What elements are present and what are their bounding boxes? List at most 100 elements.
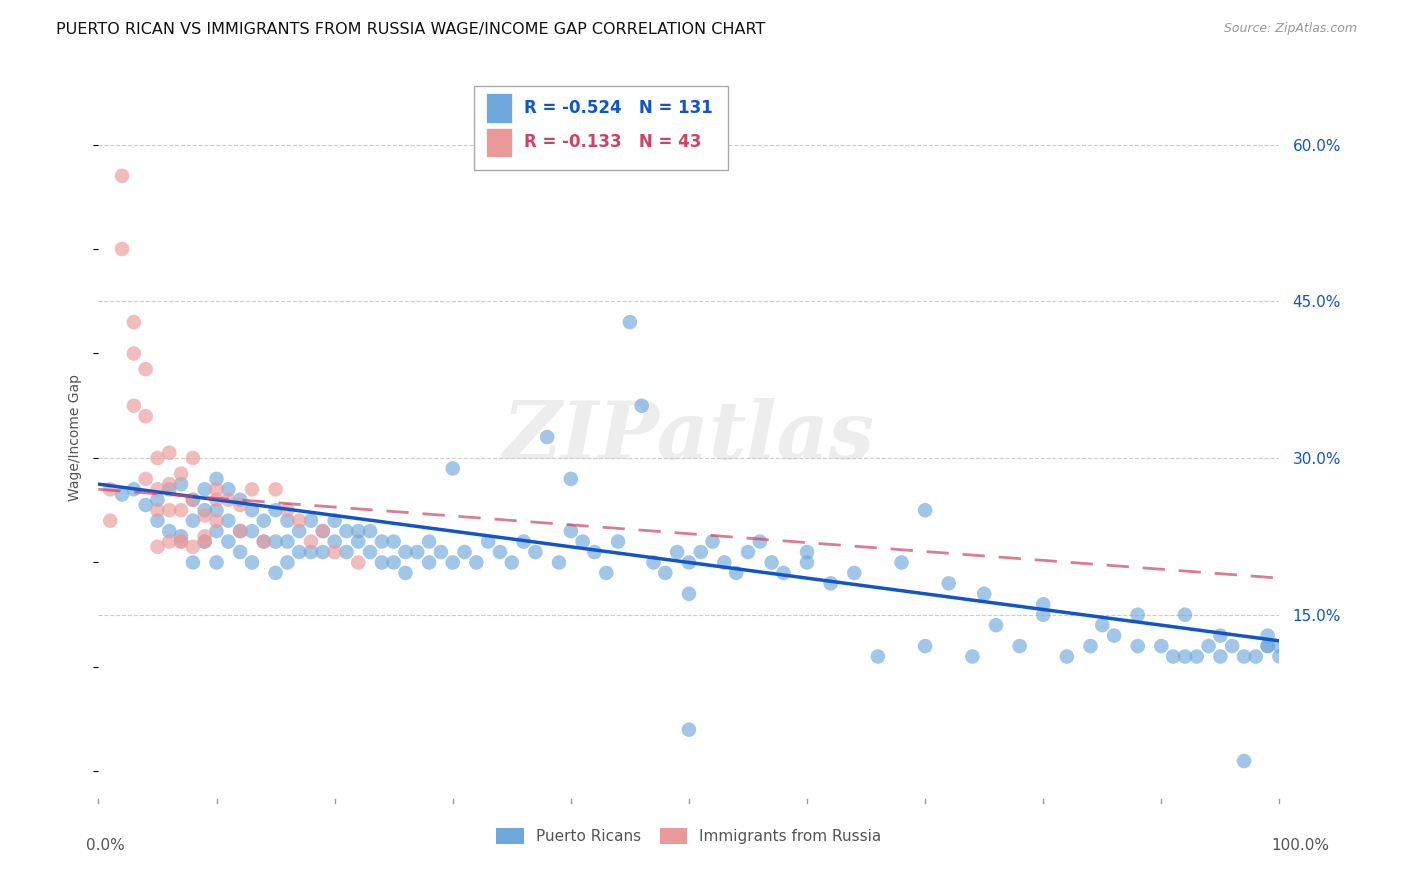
Point xyxy=(796,545,818,559)
Point xyxy=(240,503,263,517)
Point xyxy=(359,524,381,538)
Text: ZIPatlas: ZIPatlas xyxy=(503,399,875,475)
Point xyxy=(973,587,995,601)
Point xyxy=(1233,754,1256,768)
Point xyxy=(288,514,311,528)
Point xyxy=(347,534,370,549)
Point xyxy=(962,649,984,664)
Text: Source: ZipAtlas.com: Source: ZipAtlas.com xyxy=(1223,22,1357,36)
Point xyxy=(382,556,405,570)
Point xyxy=(299,514,322,528)
Point xyxy=(181,556,204,570)
Point xyxy=(312,545,335,559)
Point xyxy=(1257,639,1279,653)
FancyBboxPatch shape xyxy=(474,86,728,170)
Point xyxy=(371,556,394,570)
FancyBboxPatch shape xyxy=(486,128,512,157)
Point xyxy=(406,545,429,559)
Point xyxy=(217,514,239,528)
Point xyxy=(866,649,889,664)
FancyBboxPatch shape xyxy=(486,94,512,122)
Point xyxy=(122,315,145,329)
Point xyxy=(146,514,169,528)
Point xyxy=(146,450,169,465)
Point xyxy=(229,545,252,559)
Point xyxy=(135,362,157,376)
Point xyxy=(253,534,276,549)
Point xyxy=(205,492,228,507)
Point xyxy=(217,492,239,507)
Point xyxy=(157,446,180,460)
Point xyxy=(181,450,204,465)
Point xyxy=(288,524,311,538)
Point xyxy=(1032,597,1054,611)
Point xyxy=(253,514,276,528)
Point xyxy=(205,556,228,570)
Point xyxy=(571,534,593,549)
Point xyxy=(146,540,169,554)
Point xyxy=(288,545,311,559)
Point xyxy=(441,556,464,570)
Point xyxy=(181,492,204,507)
Point xyxy=(501,556,523,570)
Point xyxy=(157,477,180,491)
Point xyxy=(122,346,145,360)
Point xyxy=(170,467,193,481)
Point xyxy=(276,556,298,570)
Point xyxy=(512,534,534,549)
Point xyxy=(489,545,512,559)
Point xyxy=(713,556,735,570)
Point xyxy=(984,618,1007,632)
Point xyxy=(1198,639,1220,653)
Text: PUERTO RICAN VS IMMIGRANTS FROM RUSSIA WAGE/INCOME GAP CORRELATION CHART: PUERTO RICAN VS IMMIGRANTS FROM RUSSIA W… xyxy=(56,22,766,37)
Point xyxy=(630,399,652,413)
Point xyxy=(194,534,217,549)
Point xyxy=(1174,649,1197,664)
Point xyxy=(181,514,204,528)
Point xyxy=(1056,649,1078,664)
Point xyxy=(312,524,335,538)
Point xyxy=(678,587,700,601)
Point xyxy=(111,487,134,501)
Point xyxy=(264,534,287,549)
Point xyxy=(240,524,263,538)
Point xyxy=(170,534,193,549)
Point xyxy=(299,534,322,549)
Point xyxy=(276,503,298,517)
Point xyxy=(194,534,217,549)
Point xyxy=(430,545,453,559)
Point xyxy=(299,545,322,559)
Point xyxy=(157,483,180,497)
Point xyxy=(938,576,960,591)
Point xyxy=(335,524,357,538)
Point xyxy=(98,483,121,497)
Point xyxy=(1032,607,1054,622)
Point xyxy=(536,430,558,444)
Point xyxy=(276,514,298,528)
Point xyxy=(453,545,475,559)
Point xyxy=(157,524,180,538)
Point xyxy=(441,461,464,475)
Point xyxy=(229,498,252,512)
Point xyxy=(170,529,193,543)
Point xyxy=(524,545,547,559)
Point xyxy=(194,483,217,497)
Point xyxy=(796,556,818,570)
Point xyxy=(643,556,665,570)
Point xyxy=(382,534,405,549)
Point xyxy=(323,545,346,559)
Point xyxy=(1126,639,1149,653)
Point xyxy=(98,514,121,528)
Point xyxy=(157,534,180,549)
Point xyxy=(181,540,204,554)
Point xyxy=(1268,649,1291,664)
Point xyxy=(146,483,169,497)
Point xyxy=(146,492,169,507)
Point xyxy=(583,545,606,559)
Point xyxy=(619,315,641,329)
Point xyxy=(170,477,193,491)
Point xyxy=(181,492,204,507)
Point xyxy=(1126,607,1149,622)
Point xyxy=(157,503,180,517)
Point xyxy=(465,556,488,570)
